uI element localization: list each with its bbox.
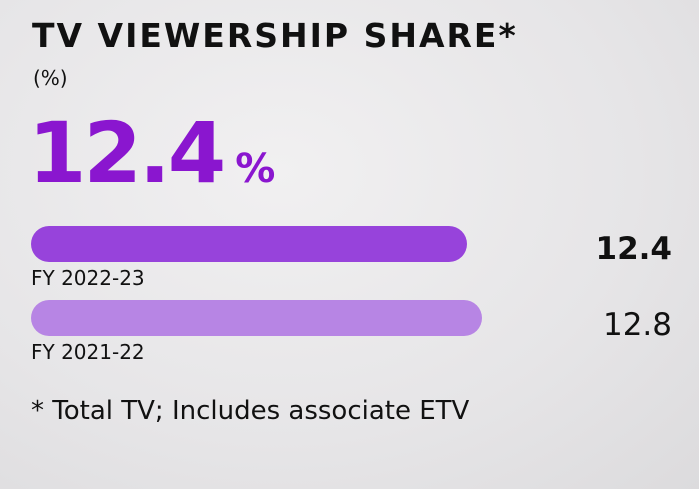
chart-title: TV VIEWERSHIP SHARE* [32,16,518,55]
headline-value: 12.4 [28,104,226,202]
unit-label: (%) [33,66,68,90]
bar-value-label-0: 12.4 [595,231,673,267]
footnote: * Total TV; Includes associate ETV [31,396,470,426]
headline-figure: 12.4% [28,104,275,202]
bar-value-label-1: 12.8 [602,307,672,343]
bar-1 [31,300,482,336]
bar-category-label-0: FY 2022-23 [31,266,145,290]
bar-category-label-1: FY 2021-22 [31,340,145,364]
bar-0 [31,226,467,262]
headline-unit: % [235,146,276,192]
